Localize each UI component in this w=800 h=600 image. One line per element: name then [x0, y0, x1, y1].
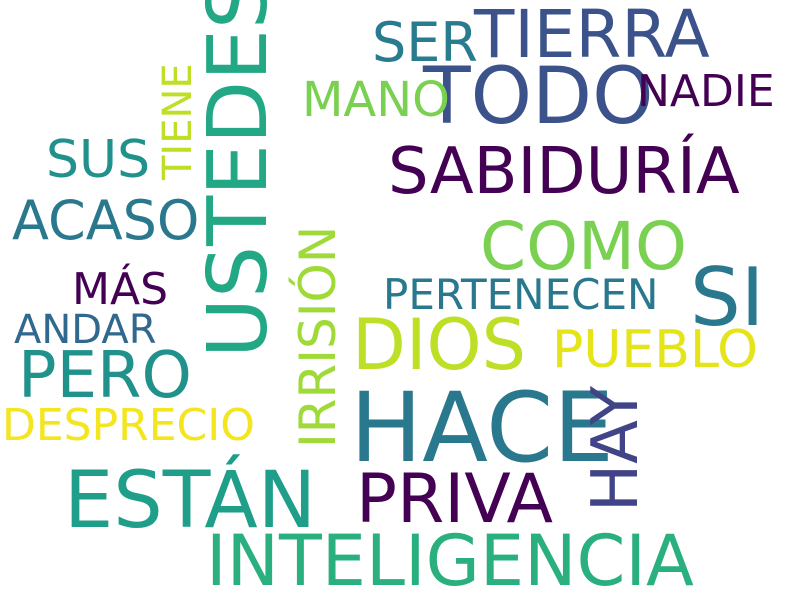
- word-inteligencia: INTELIGENCIA: [206, 520, 694, 600]
- word-andar: ANDAR: [14, 307, 157, 353]
- word-mano: MANO: [302, 72, 450, 128]
- word-dios: DIOS: [352, 304, 527, 386]
- word-estan: ESTÁN: [64, 456, 317, 546]
- word-pero: PERO: [18, 339, 192, 413]
- word-hay: HAY: [579, 385, 653, 512]
- word-hace: HACE: [350, 372, 614, 484]
- word-como: COMO: [480, 208, 687, 285]
- word-sus: SUS: [46, 130, 151, 190]
- word-sabiduria: SABIDURÍA: [388, 135, 740, 209]
- word-ser: SER: [372, 11, 478, 74]
- word-ustedes: USTEDES: [191, 0, 286, 358]
- word-priva: PRIVA: [356, 460, 553, 539]
- word-pueblo: PUEBLO: [552, 320, 758, 380]
- word-tiene: TIENE: [155, 63, 201, 180]
- word-irrision: IRRISIÓN: [289, 225, 347, 448]
- word-mas: MÁS: [72, 264, 168, 315]
- word-desprecio: DESPRECIO: [2, 400, 255, 451]
- word-todo: TODO: [423, 52, 654, 142]
- word-nadie: NADIE: [637, 66, 775, 117]
- word-tierra: TIERRA: [474, 0, 710, 73]
- word-acaso: ACASO: [12, 189, 200, 252]
- word-si: SI: [690, 251, 765, 344]
- word-pertenecen: PERTENECEN: [383, 270, 659, 319]
